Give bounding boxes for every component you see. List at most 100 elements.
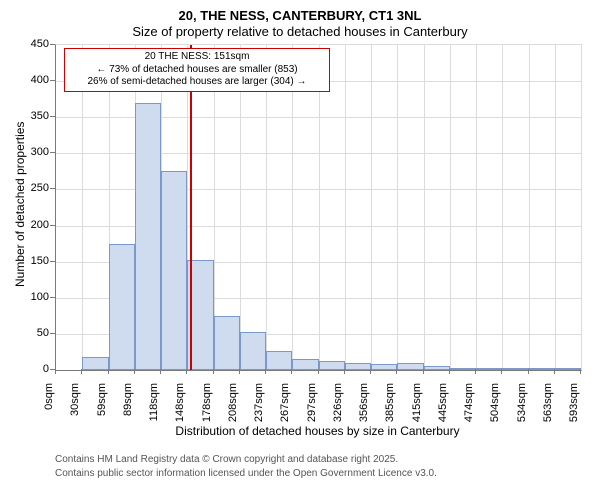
y-tick-mark	[50, 297, 55, 298]
x-tick-mark	[108, 369, 109, 374]
chart-title-address: 20, THE NESS, CANTERBURY, CT1 3NL	[0, 8, 600, 23]
x-tick-mark	[475, 369, 476, 374]
histogram-bar	[397, 363, 423, 370]
histogram-bar	[424, 366, 450, 370]
x-tick-label: 30sqm	[69, 383, 81, 427]
footer-copyright-1: Contains HM Land Registry data © Crown c…	[55, 454, 398, 465]
y-tick-label: 450	[21, 38, 49, 50]
x-tick-mark	[396, 369, 397, 374]
y-tick-label: 150	[21, 255, 49, 267]
footer-copyright-2: Contains public sector information licen…	[55, 468, 437, 479]
annotation-larger-pct: 26% of semi-detached houses are larger (…	[71, 76, 323, 89]
y-tick-mark	[50, 225, 55, 226]
x-tick-mark	[186, 369, 187, 374]
x-tick-mark	[265, 369, 266, 374]
histogram-bar	[502, 368, 528, 370]
x-tick-label: 326sqm	[332, 383, 344, 427]
histogram-bar	[82, 357, 108, 370]
x-tick-label: 118sqm	[148, 383, 160, 427]
x-tick-mark	[370, 369, 371, 374]
annotation-smaller-pct: ← 73% of detached houses are smaller (85…	[71, 64, 323, 77]
y-tick-label: 200	[21, 219, 49, 231]
histogram-bar	[476, 368, 502, 370]
x-tick-label: 445sqm	[437, 383, 449, 427]
gridline-vertical	[397, 45, 398, 370]
x-tick-mark	[423, 369, 424, 374]
x-tick-mark	[81, 369, 82, 374]
annotation-property-size: 20 THE NESS: 151sqm	[71, 51, 323, 64]
gridline-vertical	[345, 45, 346, 370]
x-tick-mark	[213, 369, 214, 374]
property-marker-line	[190, 45, 192, 370]
chart-title-description: Size of property relative to detached ho…	[0, 24, 600, 39]
y-tick-mark	[50, 80, 55, 81]
y-tick-label: 300	[21, 146, 49, 158]
gridline-vertical	[424, 45, 425, 370]
x-tick-mark	[160, 369, 161, 374]
histogram-bar	[214, 316, 240, 370]
y-tick-label: 100	[21, 291, 49, 303]
histogram-bar	[135, 103, 161, 370]
gridline-vertical	[240, 45, 241, 370]
x-tick-label: 0sqm	[43, 383, 55, 427]
x-tick-label: 148sqm	[174, 383, 186, 427]
x-tick-label: 178sqm	[201, 383, 213, 427]
histogram-bar	[240, 332, 266, 370]
histogram-bar	[345, 363, 371, 370]
histogram-bar	[266, 351, 292, 371]
annotation-box: 20 THE NESS: 151sqm← 73% of detached hou…	[64, 48, 330, 92]
y-tick-label: 0	[21, 363, 49, 375]
x-tick-label: 89sqm	[122, 383, 134, 427]
x-tick-label: 267sqm	[279, 383, 291, 427]
x-tick-label: 385sqm	[384, 383, 396, 427]
x-tick-label: 237sqm	[253, 383, 265, 427]
x-tick-label: 297sqm	[306, 383, 318, 427]
x-tick-label: 59sqm	[96, 383, 108, 427]
gridline-vertical	[502, 45, 503, 370]
y-tick-mark	[50, 261, 55, 262]
chart-container: 20, THE NESS, CANTERBURY, CT1 3NL Size o…	[0, 0, 600, 500]
histogram-bar	[319, 361, 345, 370]
y-tick-mark	[50, 152, 55, 153]
histogram-bar	[555, 368, 581, 370]
x-tick-label: 474sqm	[463, 383, 475, 427]
gridline-vertical	[319, 45, 320, 370]
gridline-vertical	[450, 45, 451, 370]
x-tick-mark	[55, 369, 56, 374]
x-tick-label: 534sqm	[516, 383, 528, 427]
gridline-vertical	[82, 45, 83, 370]
y-tick-label: 50	[21, 327, 49, 339]
histogram-bar	[529, 368, 555, 370]
y-tick-label: 350	[21, 110, 49, 122]
y-tick-label: 400	[21, 74, 49, 86]
y-tick-mark	[50, 188, 55, 189]
gridline-vertical	[266, 45, 267, 370]
x-tick-mark	[239, 369, 240, 374]
histogram-bar	[371, 364, 397, 370]
x-tick-mark	[318, 369, 319, 374]
gridline-vertical	[555, 45, 556, 370]
x-tick-label: 356sqm	[358, 383, 370, 427]
x-tick-label: 415sqm	[411, 383, 423, 427]
gridline-vertical	[529, 45, 530, 370]
x-tick-mark	[449, 369, 450, 374]
histogram-bar	[292, 359, 318, 370]
y-tick-mark	[50, 333, 55, 334]
x-tick-mark	[554, 369, 555, 374]
gridline-vertical	[292, 45, 293, 370]
x-tick-mark	[291, 369, 292, 374]
x-tick-mark	[501, 369, 502, 374]
x-tick-mark	[528, 369, 529, 374]
x-tick-mark	[134, 369, 135, 374]
histogram-bar	[161, 171, 187, 370]
y-tick-label: 250	[21, 182, 49, 194]
x-tick-mark	[344, 369, 345, 374]
x-tick-mark	[580, 369, 581, 374]
plot-area	[55, 44, 582, 371]
x-tick-label: 208sqm	[227, 383, 239, 427]
x-tick-label: 593sqm	[568, 383, 580, 427]
gridline-vertical	[371, 45, 372, 370]
y-tick-mark	[50, 116, 55, 117]
x-tick-label: 504sqm	[489, 383, 501, 427]
x-tick-label: 563sqm	[542, 383, 554, 427]
